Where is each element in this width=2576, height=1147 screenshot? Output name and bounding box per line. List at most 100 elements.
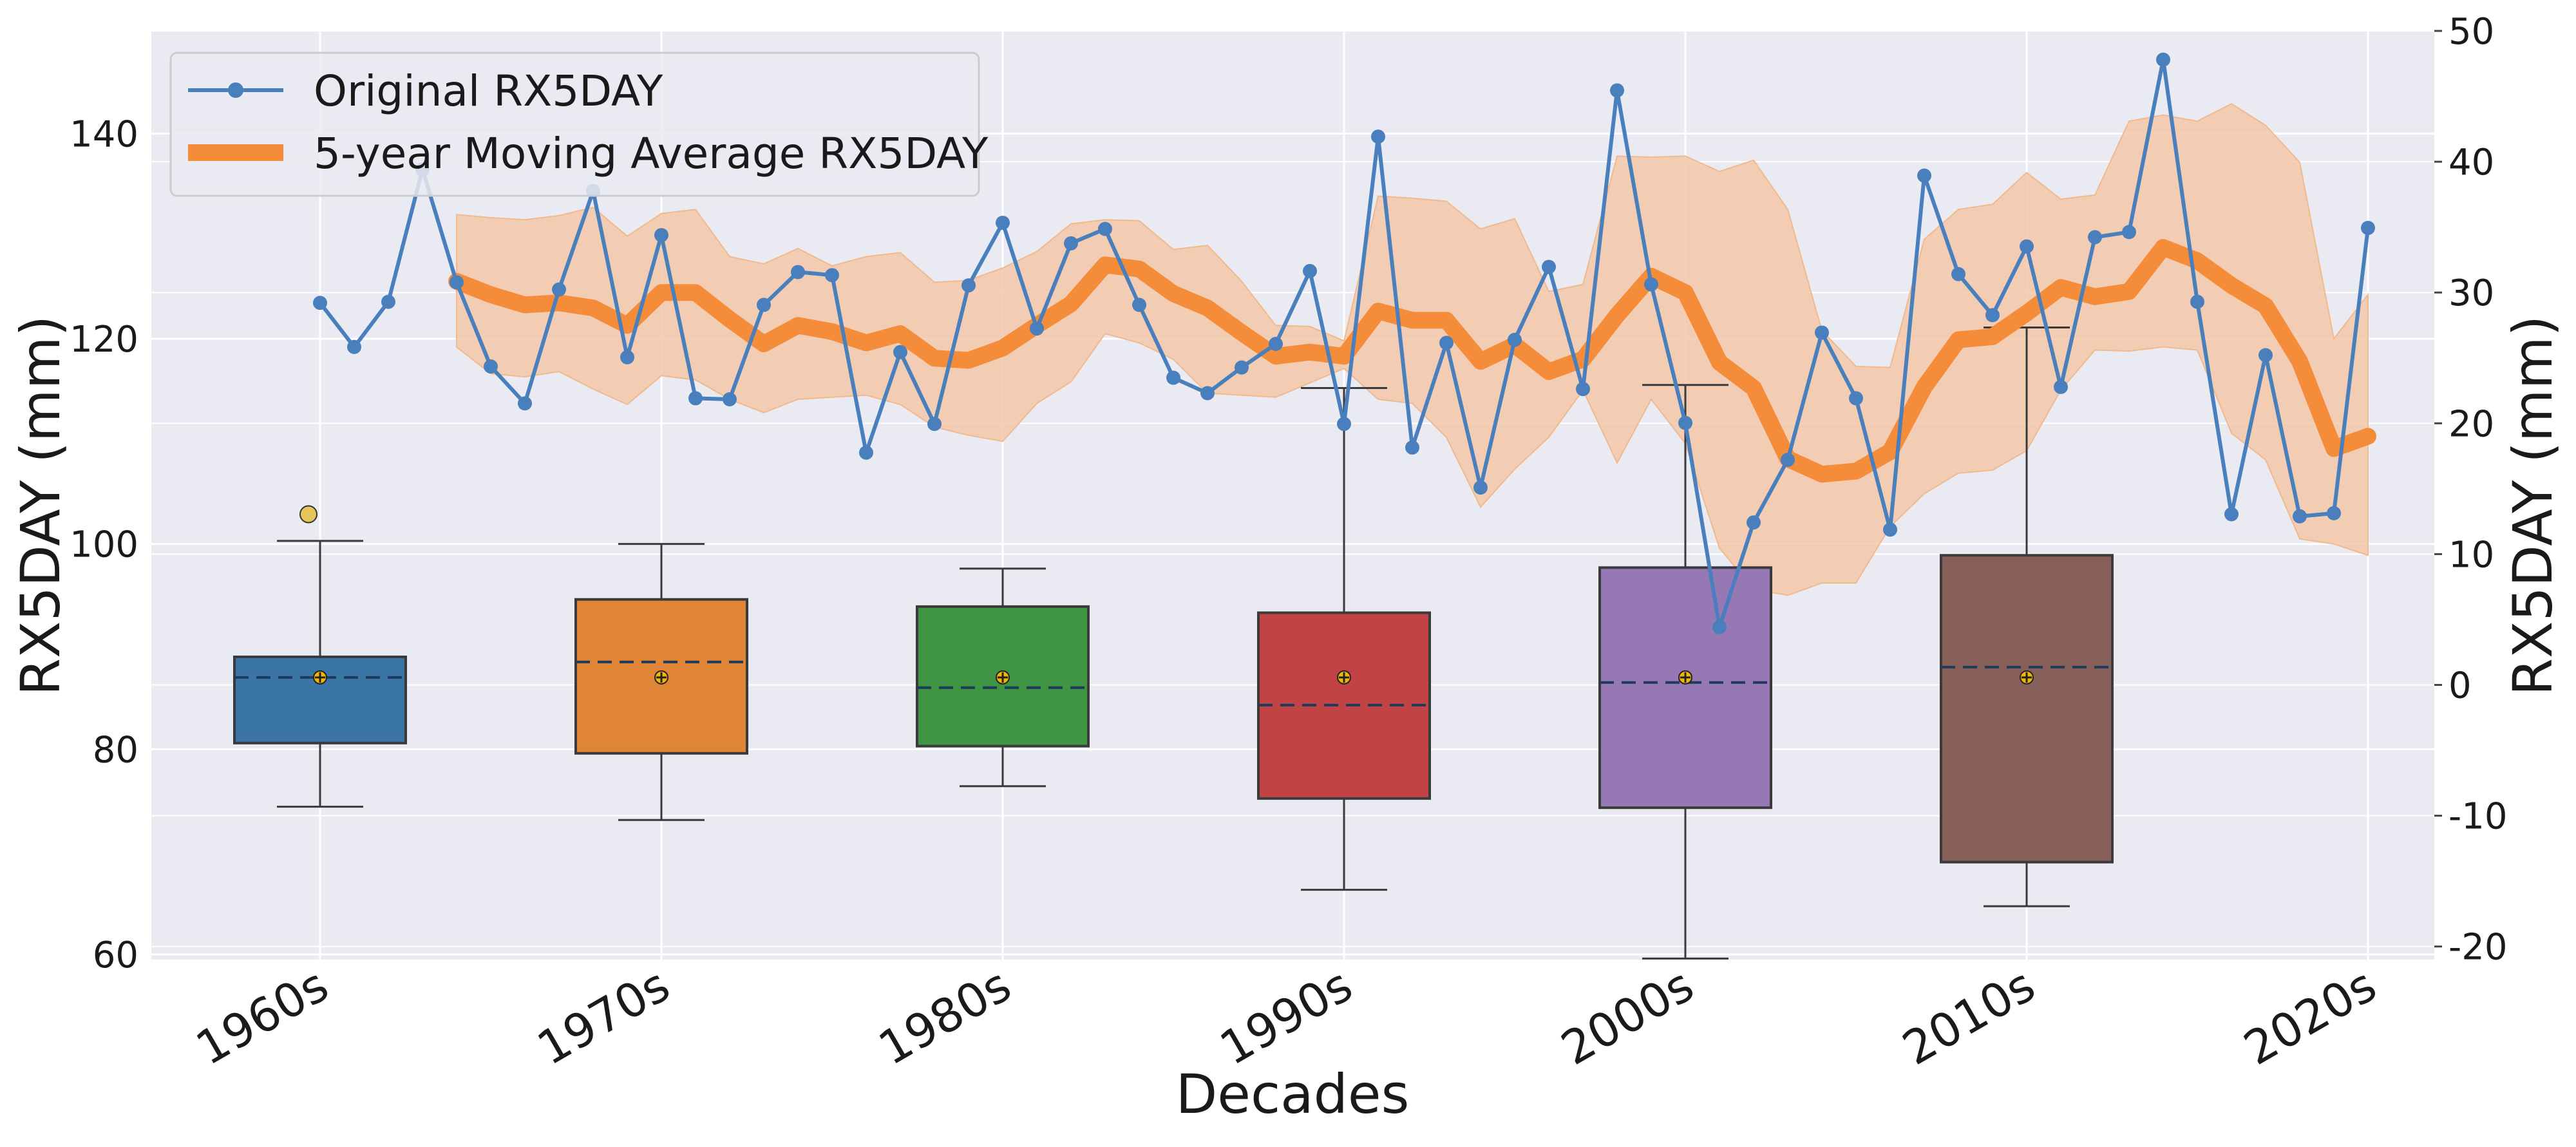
original-point — [620, 350, 634, 365]
legend-moving-average-label: 5-year Moving Average RX5DAY — [314, 129, 989, 178]
original-point — [1030, 321, 1044, 336]
moving-average-band — [456, 102, 2369, 596]
boxplot-1980s — [916, 567, 1090, 788]
original-point — [1371, 129, 1385, 144]
mean-cross — [1680, 672, 1690, 683]
y-tick-label-right: 0 — [2448, 665, 2472, 706]
original-point — [996, 215, 1010, 230]
original-point — [1269, 336, 1283, 351]
original-point — [2190, 294, 2204, 309]
original-point — [1849, 391, 1863, 406]
original-point — [1985, 308, 2000, 323]
x-ticks: 1960s 1970s 1980s 1990s 2000s 2010s 2020s — [187, 958, 2385, 1076]
mean-cross — [656, 672, 667, 683]
y-tick-label-left: 80 — [93, 729, 138, 771]
original-point — [2020, 239, 2034, 254]
original-point — [1747, 515, 1761, 530]
left-y-axis-label: RX5DAY (mm) — [9, 316, 72, 696]
y-tick-label-right: 50 — [2448, 11, 2494, 53]
y-tick-label-left: 100 — [70, 524, 138, 566]
original-point — [2361, 220, 2375, 235]
boxplot-2000s — [1598, 384, 1772, 960]
moving-average-line — [448, 239, 2376, 483]
mean-cross — [2022, 672, 2032, 683]
original-point — [1576, 382, 1590, 397]
original-point — [2224, 507, 2239, 522]
original-point — [313, 296, 327, 310]
y-tick-label-right: 40 — [2448, 142, 2494, 184]
original-point — [688, 391, 703, 406]
right-y-axis-label: RX5DAY (mm) — [2501, 316, 2564, 696]
original-point — [2054, 379, 2068, 394]
original-point — [1508, 332, 1522, 347]
original-point — [654, 228, 668, 243]
original-point — [961, 278, 976, 293]
x-tick-label: 2020s — [2235, 958, 2385, 1076]
original-point — [791, 265, 805, 280]
box-body — [1940, 554, 2114, 864]
x-tick-label: 2010s — [1893, 958, 2043, 1076]
legend-original-label: Original RX5DAY — [314, 66, 663, 116]
x-tick-label: 1960s — [187, 958, 337, 1076]
original-point — [893, 345, 907, 359]
moving-average-band-area — [456, 102, 2369, 596]
original-point — [825, 268, 839, 283]
x-tick-label: 2000s — [1552, 958, 1702, 1076]
original-point — [450, 275, 464, 290]
original-point — [1200, 386, 1215, 401]
y-tick-label-right: 20 — [2448, 403, 2494, 445]
original-point — [1439, 336, 1454, 350]
original-point — [1337, 417, 1351, 431]
original-point — [1542, 260, 1556, 274]
original-point — [1064, 236, 1078, 251]
y-tick-label-left: 120 — [70, 319, 138, 361]
original-point — [2327, 506, 2341, 520]
legend-original-marker — [228, 82, 243, 98]
original-point — [1405, 440, 1419, 455]
original-point — [2122, 225, 2136, 240]
x-axis-label: Decades — [1176, 1063, 1410, 1126]
y-tick-label-right: -20 — [2448, 927, 2507, 969]
original-point — [1815, 325, 1829, 340]
y-tick-label-left: 140 — [70, 113, 138, 155]
original-point — [1678, 415, 1692, 430]
original-point — [1917, 168, 1931, 183]
box-body — [1598, 566, 1772, 810]
mean-cross — [315, 672, 325, 683]
outlier-point — [299, 505, 317, 524]
original-point — [381, 294, 395, 309]
original-point — [859, 445, 873, 460]
original-point — [1132, 298, 1146, 312]
y-tick-label-right: 10 — [2448, 534, 2494, 576]
y-tick-label-left: 60 — [93, 934, 138, 976]
original-point — [2156, 52, 2170, 67]
mean-cross — [998, 672, 1008, 683]
x-tick-label: 1980s — [869, 958, 1019, 1076]
boxplot-1990s — [1257, 386, 1431, 891]
boxplot-2010s — [1940, 326, 2114, 907]
box-body — [233, 655, 407, 744]
original-point — [1644, 277, 1658, 292]
original-point — [1166, 370, 1180, 385]
boxplots — [233, 326, 2114, 960]
original-point — [484, 359, 498, 374]
original-point — [1781, 453, 1795, 468]
original-point — [518, 396, 532, 411]
y-tick-label-right: -10 — [2448, 796, 2507, 838]
legend-box — [169, 52, 980, 197]
right-y-ticks: -20 -10 0 10 20 30 40 50 — [2434, 11, 2507, 969]
original-point — [1303, 263, 1317, 278]
original-point — [347, 339, 361, 354]
boxplot-1960s — [233, 505, 407, 808]
original-point — [1235, 360, 1249, 375]
original-point — [1883, 522, 1897, 537]
x-tick-label: 1970s — [528, 958, 678, 1076]
left-y-ticks: 60 80 100 120 140 — [70, 113, 138, 976]
original-point — [1712, 620, 1727, 634]
mean-cross — [1339, 672, 1349, 683]
original-point — [723, 392, 737, 407]
original-point — [2088, 230, 2102, 245]
original-point — [552, 282, 566, 297]
original-point — [2259, 348, 2273, 363]
